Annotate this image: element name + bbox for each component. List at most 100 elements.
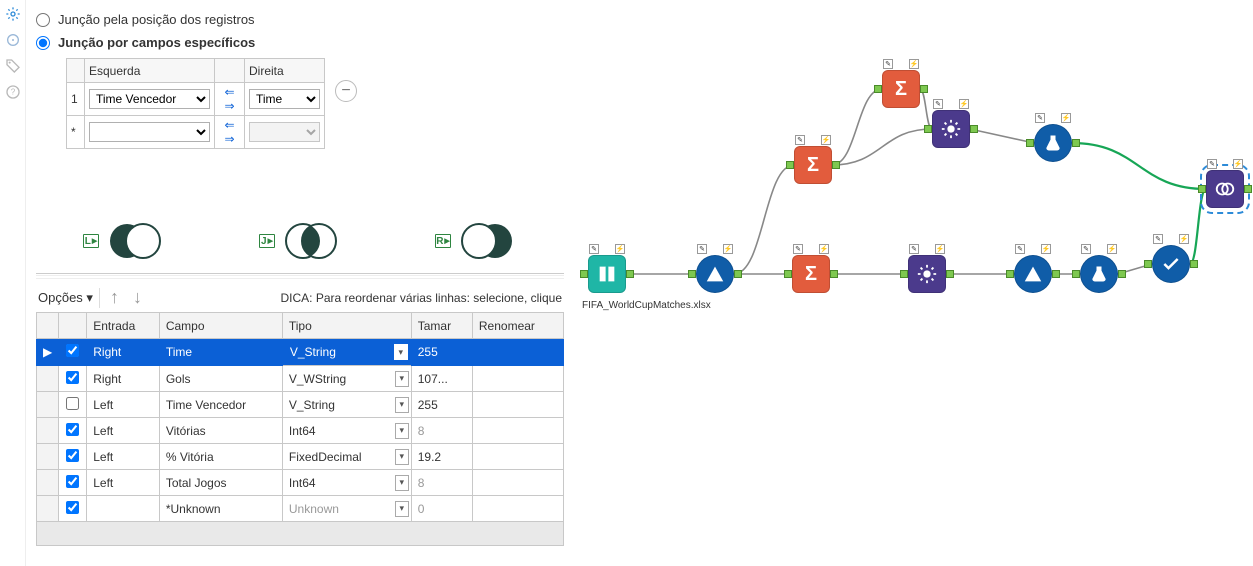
anchor-in[interactable] <box>688 270 696 278</box>
cell-renomear[interactable] <box>472 470 563 496</box>
type-dropdown-icon[interactable]: ▾ <box>394 344 408 360</box>
grid-col-header[interactable]: Tipo <box>282 313 411 339</box>
anchor-out[interactable] <box>734 270 742 278</box>
table-row[interactable]: Left% VitóriaFixedDecimal▾19.2 <box>37 444 564 470</box>
wf-node-formula2[interactable]: ✎⚡ <box>908 255 946 293</box>
anchor-out[interactable] <box>626 270 634 278</box>
anchor-in[interactable] <box>784 270 792 278</box>
cell-renomear[interactable] <box>472 444 563 470</box>
grid-col-header[interactable]: Renomear <box>472 313 563 339</box>
cell-tipo[interactable]: FixedDecimal▾ <box>282 444 411 470</box>
workflow-canvas[interactable]: ✎⚡✎⚡Σ✎⚡Σ✎⚡Σ✎⚡✎⚡✎⚡✎⚡✎⚡✎⚡✎⚡✎⚡ FIFA_WorldCu… <box>574 0 1253 566</box>
type-dropdown-icon[interactable]: ▾ <box>395 371 409 387</box>
anchor-out[interactable] <box>920 85 928 93</box>
anchor-out[interactable] <box>1190 260 1198 268</box>
radio-join-position-input[interactable] <box>36 13 50 27</box>
right-field-select[interactable] <box>249 122 320 142</box>
table-row[interactable]: ▶RightTimeV_String▾255 <box>37 339 564 366</box>
wf-node-sum3[interactable]: Σ✎⚡ <box>792 255 830 293</box>
anchor-out[interactable] <box>1118 270 1126 278</box>
row-header[interactable] <box>37 470 59 496</box>
anchor-out[interactable] <box>832 161 840 169</box>
anchor-out[interactable] <box>946 270 954 278</box>
type-dropdown-icon[interactable]: ▾ <box>395 397 409 413</box>
venn-join[interactable]: J <box>259 221 341 261</box>
table-row[interactable]: LeftTotal JogosInt64▾8 <box>37 470 564 496</box>
cell-tipo[interactable]: V_String▾ <box>283 339 411 365</box>
cell-tipo[interactable]: V_WString▾ <box>282 366 411 392</box>
move-up-button[interactable]: ↑ <box>106 287 123 308</box>
wf-node-join[interactable]: ✎⚡ <box>1206 170 1244 208</box>
wf-node-select1[interactable]: ✎⚡ <box>696 255 734 293</box>
cell-renomear[interactable] <box>472 339 563 366</box>
type-dropdown-icon[interactable]: ▾ <box>395 475 409 491</box>
type-dropdown-icon[interactable]: ▾ <box>395 449 409 465</box>
swap-icon[interactable]: ⇐ ⇒ <box>215 83 245 116</box>
cell-renomear[interactable] <box>472 366 563 392</box>
anchor-in[interactable] <box>1144 260 1152 268</box>
row-header[interactable] <box>37 366 59 392</box>
cell-renomear[interactable] <box>472 392 563 418</box>
wf-node-tool2[interactable]: ✎⚡ <box>1080 255 1118 293</box>
anchor-in[interactable] <box>924 125 932 133</box>
anchor-in[interactable] <box>1026 139 1034 147</box>
target-icon[interactable] <box>5 32 21 48</box>
row-header[interactable] <box>37 496 59 522</box>
include-checkbox[interactable] <box>66 449 79 462</box>
cell-tipo[interactable]: Int64▾ <box>282 418 411 444</box>
include-checkbox[interactable] <box>66 501 79 514</box>
include-checkbox[interactable] <box>66 475 79 488</box>
swap-icon[interactable]: ⇐ ⇒ <box>215 116 245 149</box>
wf-node-input[interactable]: ✎⚡ <box>588 255 626 293</box>
move-down-button[interactable]: ↓ <box>129 287 146 308</box>
anchor-in[interactable] <box>874 85 882 93</box>
radio-join-position[interactable]: Junção pela posição dos registros <box>36 12 564 27</box>
wf-node-tool1[interactable]: ✎⚡ <box>1034 124 1072 162</box>
field-grid[interactable]: EntradaCampoTipoTamarRenomear ▶RightTime… <box>36 312 564 522</box>
left-field-select[interactable]: Time Vencedor <box>89 89 210 109</box>
wf-node-sum2[interactable]: Σ✎⚡ <box>794 146 832 184</box>
options-label[interactable]: Opções ▾ <box>38 290 93 306</box>
radio-join-fields-input[interactable] <box>36 36 50 50</box>
cell-tipo[interactable]: Unknown▾ <box>282 496 411 522</box>
row-header[interactable]: ▶ <box>37 339 59 366</box>
wf-node-formula1[interactable]: ✎⚡ <box>932 110 970 148</box>
row-header[interactable] <box>37 444 59 470</box>
type-dropdown-icon[interactable]: ▾ <box>395 423 409 439</box>
row-header[interactable] <box>37 418 59 444</box>
anchor-out[interactable] <box>1244 185 1252 193</box>
radio-join-fields[interactable]: Junção por campos específicos <box>36 35 564 50</box>
anchor-in[interactable] <box>1072 270 1080 278</box>
cell-renomear[interactable] <box>472 496 563 522</box>
wf-node-check[interactable]: ✎⚡ <box>1152 245 1190 283</box>
grid-col-header[interactable] <box>59 313 87 339</box>
wf-node-select2[interactable]: ✎⚡ <box>1014 255 1052 293</box>
grid-col-header[interactable]: Campo <box>159 313 282 339</box>
venn-left[interactable]: L <box>83 221 165 261</box>
anchor-in[interactable] <box>1006 270 1014 278</box>
gear-icon[interactable] <box>5 6 21 22</box>
cell-tipo[interactable]: Int64▾ <box>282 470 411 496</box>
anchor-in[interactable] <box>786 161 794 169</box>
include-checkbox[interactable] <box>66 344 79 357</box>
grid-col-header[interactable]: Entrada <box>87 313 160 339</box>
cell-renomear[interactable] <box>472 418 563 444</box>
venn-right[interactable]: R <box>435 221 517 261</box>
anchor-in[interactable] <box>900 270 908 278</box>
anchor-in[interactable] <box>1198 185 1206 193</box>
include-checkbox[interactable] <box>66 371 79 384</box>
table-row[interactable]: LeftVitóriasInt64▾8 <box>37 418 564 444</box>
include-checkbox[interactable] <box>66 423 79 436</box>
anchor-in[interactable] <box>580 270 588 278</box>
type-dropdown-icon[interactable]: ▾ <box>395 501 409 517</box>
grid-col-header[interactable] <box>37 313 59 339</box>
table-row[interactable]: *UnknownUnknown▾0 <box>37 496 564 522</box>
anchor-out[interactable] <box>970 125 978 133</box>
remove-row-button[interactable]: − <box>335 80 357 102</box>
table-row[interactable]: RightGolsV_WString▾107... <box>37 366 564 392</box>
anchor-out[interactable] <box>1052 270 1060 278</box>
grid-col-header[interactable]: Tamar <box>411 313 472 339</box>
cell-tipo[interactable]: V_String▾ <box>282 392 411 418</box>
right-field-select[interactable]: Time <box>249 89 320 109</box>
row-header[interactable] <box>37 392 59 418</box>
